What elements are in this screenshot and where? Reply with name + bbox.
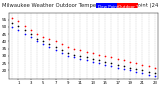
Point — [135, 62, 137, 64]
Point — [79, 58, 82, 60]
Point — [54, 41, 57, 42]
Point — [30, 34, 32, 35]
Point — [85, 51, 88, 52]
Point — [42, 44, 44, 45]
Point — [11, 22, 13, 23]
Point — [116, 64, 119, 65]
Point — [23, 29, 26, 31]
Point — [92, 61, 94, 62]
Point — [92, 52, 94, 54]
Point — [60, 50, 63, 51]
Point — [147, 74, 150, 75]
Point — [17, 29, 20, 31]
Text: Outdoor Temp: Outdoor Temp — [118, 5, 148, 9]
Point — [123, 60, 125, 61]
Point — [98, 60, 100, 61]
Point — [141, 73, 144, 74]
Point — [73, 48, 76, 49]
Point — [23, 34, 26, 35]
Point — [42, 36, 44, 38]
Point — [123, 68, 125, 70]
Point — [60, 52, 63, 54]
Point — [60, 44, 63, 45]
Point — [48, 44, 51, 45]
Point — [129, 61, 131, 62]
Point — [141, 70, 144, 71]
Point — [11, 26, 13, 28]
Point — [36, 41, 38, 42]
Point — [30, 36, 32, 38]
Point — [154, 76, 156, 77]
Point — [11, 18, 13, 19]
Point — [141, 64, 144, 65]
Point — [79, 55, 82, 57]
Point — [36, 34, 38, 35]
Point — [67, 55, 69, 57]
Point — [110, 62, 113, 64]
Point — [147, 71, 150, 73]
Point — [36, 38, 38, 39]
Point — [129, 67, 131, 68]
Point — [154, 73, 156, 74]
Point — [135, 71, 137, 73]
Point — [154, 67, 156, 68]
Point — [23, 25, 26, 26]
Point — [48, 47, 51, 48]
Point — [104, 64, 107, 65]
Point — [116, 58, 119, 60]
Point — [147, 65, 150, 67]
Point — [104, 55, 107, 57]
Point — [17, 21, 20, 22]
Point — [17, 25, 20, 26]
Point — [85, 60, 88, 61]
Point — [135, 68, 137, 70]
Point — [123, 65, 125, 67]
Point — [54, 47, 57, 48]
Point — [73, 54, 76, 55]
Point — [30, 29, 32, 31]
Point — [67, 52, 69, 54]
Point — [104, 61, 107, 62]
Point — [98, 54, 100, 55]
Point — [85, 57, 88, 58]
Point — [92, 58, 94, 60]
Point — [42, 41, 44, 42]
Point — [79, 50, 82, 51]
Point — [110, 57, 113, 58]
Point — [116, 67, 119, 68]
Point — [129, 70, 131, 71]
Text: Milwaukee Weather Outdoor Temperature vs Dew Point (24 Hours): Milwaukee Weather Outdoor Temperature vs… — [2, 3, 160, 8]
Text: Dew Point: Dew Point — [98, 5, 118, 9]
Point — [54, 50, 57, 51]
Point — [48, 38, 51, 39]
Point — [73, 57, 76, 58]
Point — [110, 65, 113, 67]
Point — [98, 62, 100, 64]
Point — [67, 47, 69, 48]
